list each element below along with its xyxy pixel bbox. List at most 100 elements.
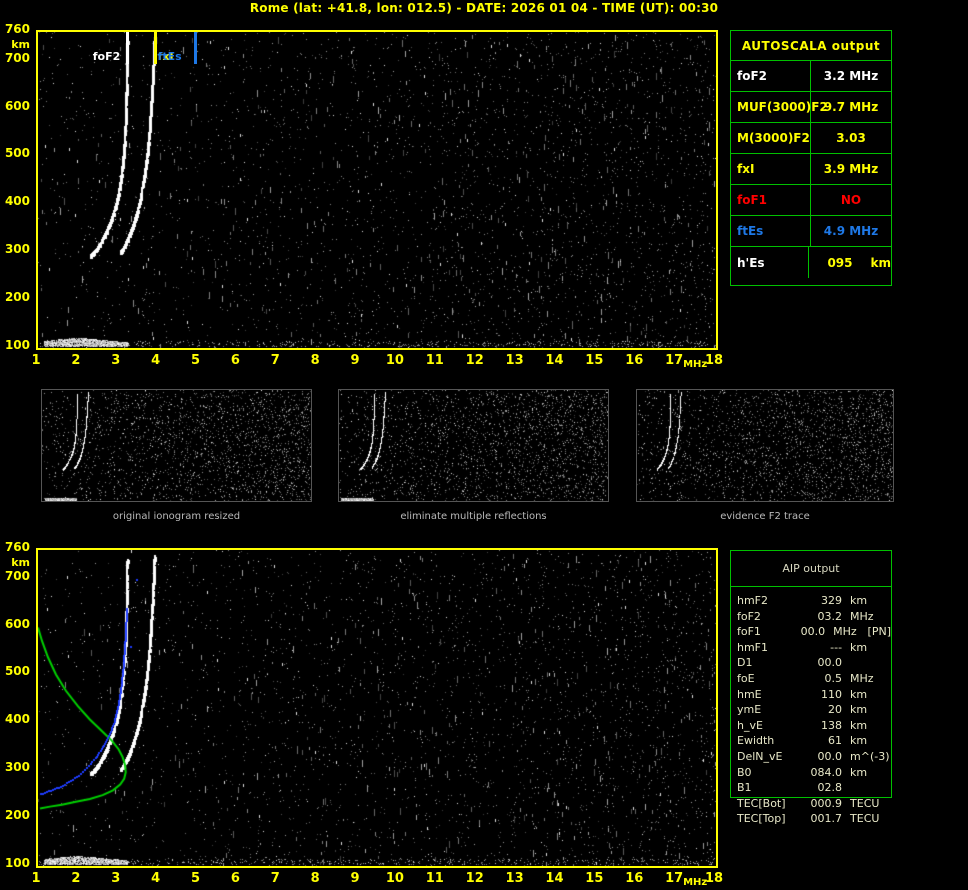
grid-line-vertical <box>317 550 318 866</box>
aip-row: TEC[Bot] 000.9 TECU <box>737 796 891 812</box>
x-axis-tick-label: 15 <box>585 353 604 368</box>
marker-line-fxi <box>154 32 157 64</box>
grid-line-horizontal <box>38 770 716 771</box>
autoscala-value: NO <box>840 193 862 207</box>
thumbnail-eliminate-multiple-reflections[interactable] <box>338 389 609 502</box>
x-axis-tick-label: 1 <box>31 871 41 886</box>
x-axis-tick-label: 12 <box>465 871 484 886</box>
top-ionogram-plot[interactable]: foF2 fxI ftEs <box>36 30 718 350</box>
x-axis-tick-label: 17 <box>665 871 684 886</box>
aip-parameter-unit: km <box>850 718 868 732</box>
autoscala-value-number: 095 <box>827 255 853 270</box>
grid-line-vertical <box>198 32 199 348</box>
thumbnail-canvas-original <box>42 390 311 501</box>
aip-row: hmF2 329 km <box>737 593 891 609</box>
marker-label-fxi: fxI <box>157 50 174 63</box>
aip-rows: hmF2 329 km foF2 03.2 MHz foF1 00.0 MHz [PN] hmF1 -… <box>731 587 891 827</box>
grid-line-vertical <box>517 32 518 348</box>
autoscala-key: h'Es <box>731 247 810 278</box>
aip-row: foF2 03.2 MHz <box>737 609 891 625</box>
grid-line-horizontal <box>38 252 716 253</box>
page-title: Rome (lat: +41.8, lon: 012.5) - DATE: 20… <box>249 1 719 15</box>
x-axis-tick-label: 16 <box>625 353 644 368</box>
autoscala-row: foF1 NO <box>731 185 891 216</box>
autoscala-key: M(3000)F2 <box>731 123 811 153</box>
grid-line-horizontal <box>38 204 716 205</box>
grid-line-vertical <box>397 32 398 348</box>
bottom-ionogram-plot[interactable] <box>36 548 718 868</box>
grid-line-horizontal <box>38 818 716 819</box>
marker-label-fof2: foF2 <box>92 50 121 63</box>
x-axis-tick-label: 8 <box>310 871 320 886</box>
x-axis-tick-label: 14 <box>545 353 564 368</box>
grid-line-vertical <box>317 32 318 348</box>
thumbnail-evidence-f2-trace[interactable] <box>636 389 894 502</box>
autoscala-key: foF2 <box>731 61 811 91</box>
grid-line-horizontal <box>38 674 716 675</box>
aip-parameter-name: ymE <box>737 703 762 717</box>
y-axis-unit-label: km <box>11 38 30 51</box>
x-axis-tick-label: 9 <box>350 871 360 886</box>
aip-parameter-unit <box>850 655 891 671</box>
grid-line-vertical <box>477 32 478 348</box>
autoscala-output-table: AUTOSCALA output foF2 3.2 MHz MUF(3000)F2 9… <box>730 30 892 286</box>
thumbnail-caption-f2: evidence F2 trace <box>720 511 810 522</box>
aip-parameter-value: 000.9 <box>810 796 843 810</box>
autoscala-value-unit: km <box>870 255 891 270</box>
aip-row: hmF1 --- km <box>737 640 891 656</box>
grid-line-vertical <box>676 550 677 866</box>
autoscala-row: foF2 3.2 MHz <box>731 61 891 92</box>
grid-line-vertical <box>158 32 159 348</box>
aip-parameter-value: 02.8 <box>817 781 843 795</box>
y-axis-tick-label: 300 <box>4 242 30 257</box>
aip-parameter-value: 20 <box>828 703 843 717</box>
grid-line-vertical <box>158 550 159 866</box>
thumbnail-canvas-multiple <box>339 390 608 501</box>
aip-parameter-unit: km <box>850 687 868 701</box>
x-axis-tick-label: 5 <box>190 353 201 368</box>
x-axis-tick-label: 3 <box>111 871 121 886</box>
aip-parameter-unit: TECU <box>850 796 880 810</box>
x-axis-tick-label: 1 <box>31 353 41 368</box>
autoscala-value: 3.9 MHz <box>823 162 879 176</box>
x-axis-tick-label: 9 <box>350 353 360 368</box>
thumbnail-original-ionogram[interactable] <box>41 389 312 502</box>
x-axis-tick-label: 10 <box>385 353 404 368</box>
autoscala-value: 3.2 MHz <box>823 69 879 83</box>
aip-parameter-name: Ewidth <box>737 734 775 748</box>
aip-row: B0 084.0 km <box>737 765 891 781</box>
aip-parameter-value: 03.2 <box>817 609 843 623</box>
x-axis-tick-label: 11 <box>425 353 444 368</box>
x-axis-unit-label: MHz <box>683 877 708 888</box>
y-axis-tick-label: 600 <box>4 98 30 113</box>
autoscala-value: 4.9 MHz <box>823 224 879 238</box>
y-axis-tick-label: 500 <box>4 146 30 161</box>
grid-line-vertical <box>477 550 478 866</box>
grid-line-vertical <box>397 550 398 866</box>
aip-row: foF1 00.0 MHz [PN] <box>737 624 891 640</box>
grid-line-horizontal <box>38 579 716 580</box>
aip-parameter-name: TEC[Bot] <box>737 796 786 810</box>
aip-row: DelN_vE 00.0 m^(-3) <box>737 749 891 765</box>
x-axis-tick-label: 5 <box>190 871 201 886</box>
aip-row: D1 00.0 <box>737 655 891 671</box>
autoscala-key: ftEs <box>731 216 811 246</box>
x-axis-tick-label: 13 <box>505 871 524 886</box>
aip-parameter-value: 0.5 <box>824 671 843 685</box>
grid-line-horizontal <box>38 627 716 628</box>
marker-label-ftes: ftEs <box>157 50 182 63</box>
aip-parameter-name: TEC[Top] <box>737 812 786 826</box>
x-axis-tick-label: 6 <box>230 353 240 368</box>
x-axis-tick-label: 7 <box>270 871 280 886</box>
grid-line-vertical <box>596 32 597 348</box>
x-axis-tick-label: 4 <box>151 353 161 368</box>
grid-line-vertical <box>437 550 438 866</box>
aip-header: AIP output <box>731 551 891 587</box>
aip-parameter-value: 329 <box>821 594 843 607</box>
top-marker-layer: foF2 fxI ftEs <box>38 32 716 348</box>
x-axis-tick-label: 16 <box>625 871 644 886</box>
autoscala-row: h'Es 095 km <box>731 247 891 278</box>
grid-line-vertical <box>437 32 438 348</box>
aip-parameter-name: h_vE <box>737 718 763 732</box>
x-axis-tick-label: 6 <box>230 871 240 886</box>
